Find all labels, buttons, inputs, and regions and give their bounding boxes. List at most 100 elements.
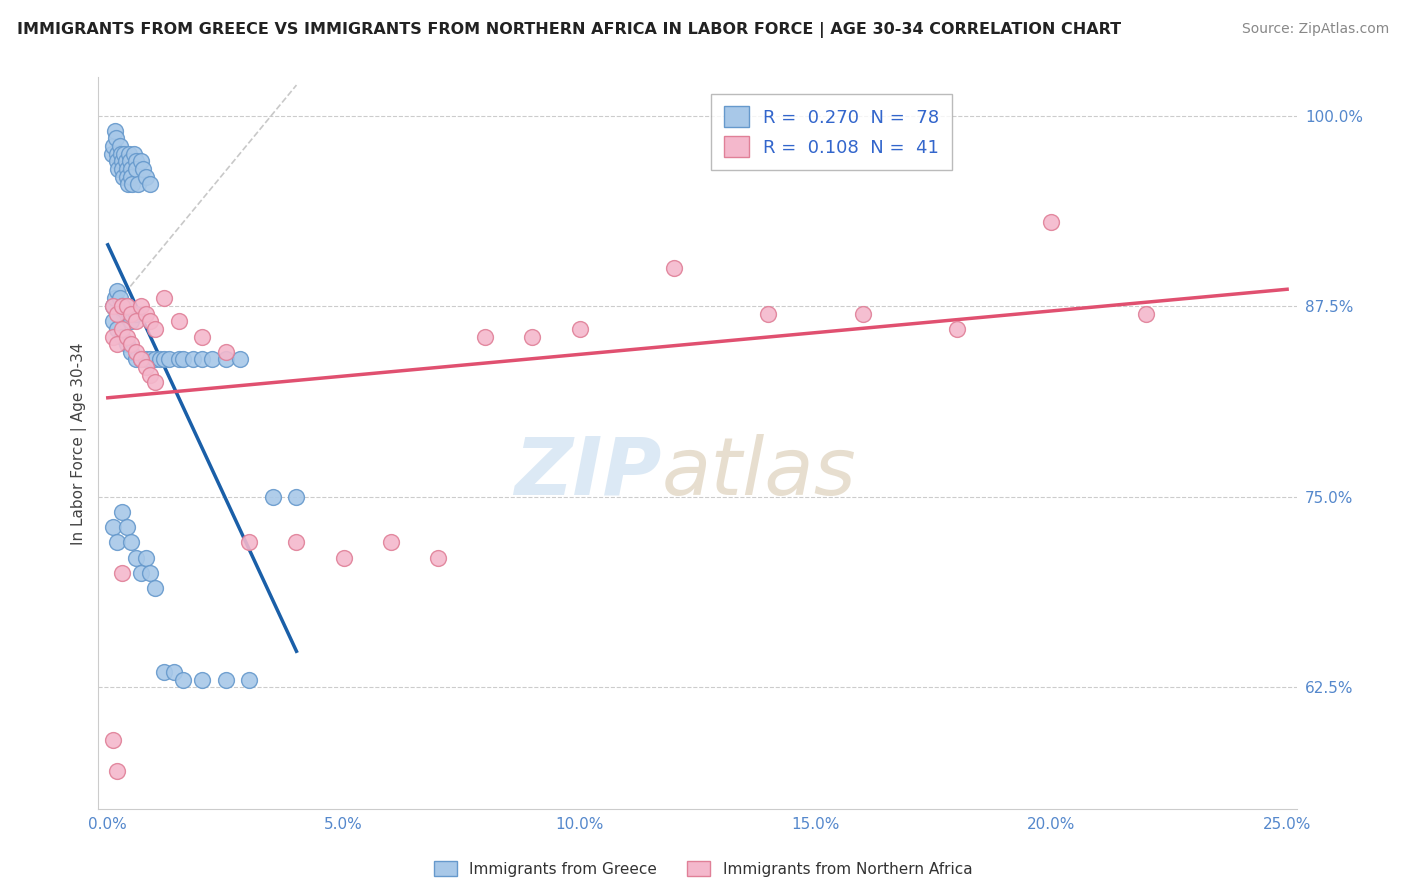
Point: [215, 344, 238, 359]
Point: [191, 673, 214, 687]
Point: [125, 154, 148, 169]
Point: [120, 169, 142, 184]
Point: [111, 505, 134, 519]
Point: [125, 352, 148, 367]
Point: [135, 169, 157, 184]
Point: [101, 299, 124, 313]
Point: [120, 344, 142, 359]
Point: [129, 352, 152, 367]
Point: [105, 322, 128, 336]
Point: [215, 673, 238, 687]
Point: [122, 146, 145, 161]
Point: [125, 550, 148, 565]
Point: [115, 169, 138, 184]
Point: [105, 154, 128, 169]
Point: [108, 292, 131, 306]
Text: IMMIGRANTS FROM GREECE VS IMMIGRANTS FROM NORTHERN AFRICA IN LABOR FORCE | AGE 3: IMMIGRANTS FROM GREECE VS IMMIGRANTS FRO…: [17, 22, 1121, 38]
Point: [129, 299, 152, 313]
Point: [285, 490, 308, 504]
Point: [129, 566, 152, 580]
Point: [111, 299, 134, 313]
Point: [139, 352, 162, 367]
Point: [191, 329, 214, 343]
Point: [568, 322, 591, 336]
Point: [157, 352, 180, 367]
Point: [101, 314, 124, 328]
Point: [112, 307, 135, 321]
Point: [139, 368, 162, 382]
Point: [105, 131, 128, 145]
Point: [111, 566, 134, 580]
Point: [1135, 307, 1157, 321]
Point: [111, 329, 134, 343]
Point: [167, 352, 190, 367]
Point: [120, 307, 142, 321]
Point: [129, 154, 152, 169]
Point: [101, 733, 124, 747]
Point: [238, 535, 260, 549]
Point: [167, 314, 190, 328]
Point: [139, 177, 162, 191]
Point: [132, 161, 155, 176]
Point: [135, 359, 157, 374]
Point: [107, 161, 129, 176]
Point: [125, 314, 148, 328]
Point: [662, 260, 685, 275]
Point: [120, 535, 142, 549]
Point: [105, 146, 128, 161]
Point: [149, 352, 172, 367]
Point: [105, 284, 128, 298]
Point: [105, 535, 128, 549]
Point: [427, 550, 450, 565]
Point: [117, 177, 139, 191]
Text: ZIP: ZIP: [515, 434, 661, 511]
Point: [127, 177, 149, 191]
Text: Source: ZipAtlas.com: Source: ZipAtlas.com: [1241, 22, 1389, 37]
Point: [110, 146, 132, 161]
Point: [238, 673, 260, 687]
Point: [135, 352, 157, 367]
Point: [103, 139, 125, 153]
Point: [114, 154, 136, 169]
Point: [139, 314, 162, 328]
Point: [115, 520, 138, 534]
Legend: Immigrants from Greece, Immigrants from Northern Africa: Immigrants from Greece, Immigrants from …: [426, 853, 980, 884]
Point: [135, 550, 157, 565]
Point: [111, 299, 134, 313]
Point: [120, 154, 142, 169]
Point: [200, 352, 222, 367]
Point: [172, 352, 194, 367]
Text: atlas: atlas: [661, 434, 856, 511]
Point: [946, 322, 969, 336]
Point: [143, 322, 166, 336]
Point: [121, 177, 143, 191]
Point: [172, 673, 194, 687]
Point: [332, 550, 354, 565]
Point: [474, 329, 496, 343]
Point: [125, 307, 148, 321]
Point: [118, 307, 141, 321]
Point: [125, 344, 148, 359]
Point: [153, 352, 176, 367]
Point: [120, 314, 142, 328]
Point: [111, 322, 134, 336]
Point: [215, 352, 238, 367]
Point: [229, 352, 252, 367]
Point: [115, 337, 138, 351]
Point: [143, 376, 166, 390]
Point: [380, 535, 402, 549]
Point: [108, 139, 131, 153]
Point: [111, 154, 134, 169]
Point: [105, 337, 128, 351]
Point: [111, 161, 134, 176]
Point: [115, 161, 138, 176]
Point: [135, 307, 157, 321]
Point: [105, 764, 128, 778]
Point: [522, 329, 544, 343]
Point: [100, 146, 122, 161]
Point: [120, 161, 142, 176]
Legend: R =  0.270  N =  78, R =  0.108  N =  41: R = 0.270 N = 78, R = 0.108 N = 41: [711, 94, 952, 169]
Point: [101, 299, 124, 313]
Point: [163, 665, 186, 679]
Point: [118, 146, 141, 161]
